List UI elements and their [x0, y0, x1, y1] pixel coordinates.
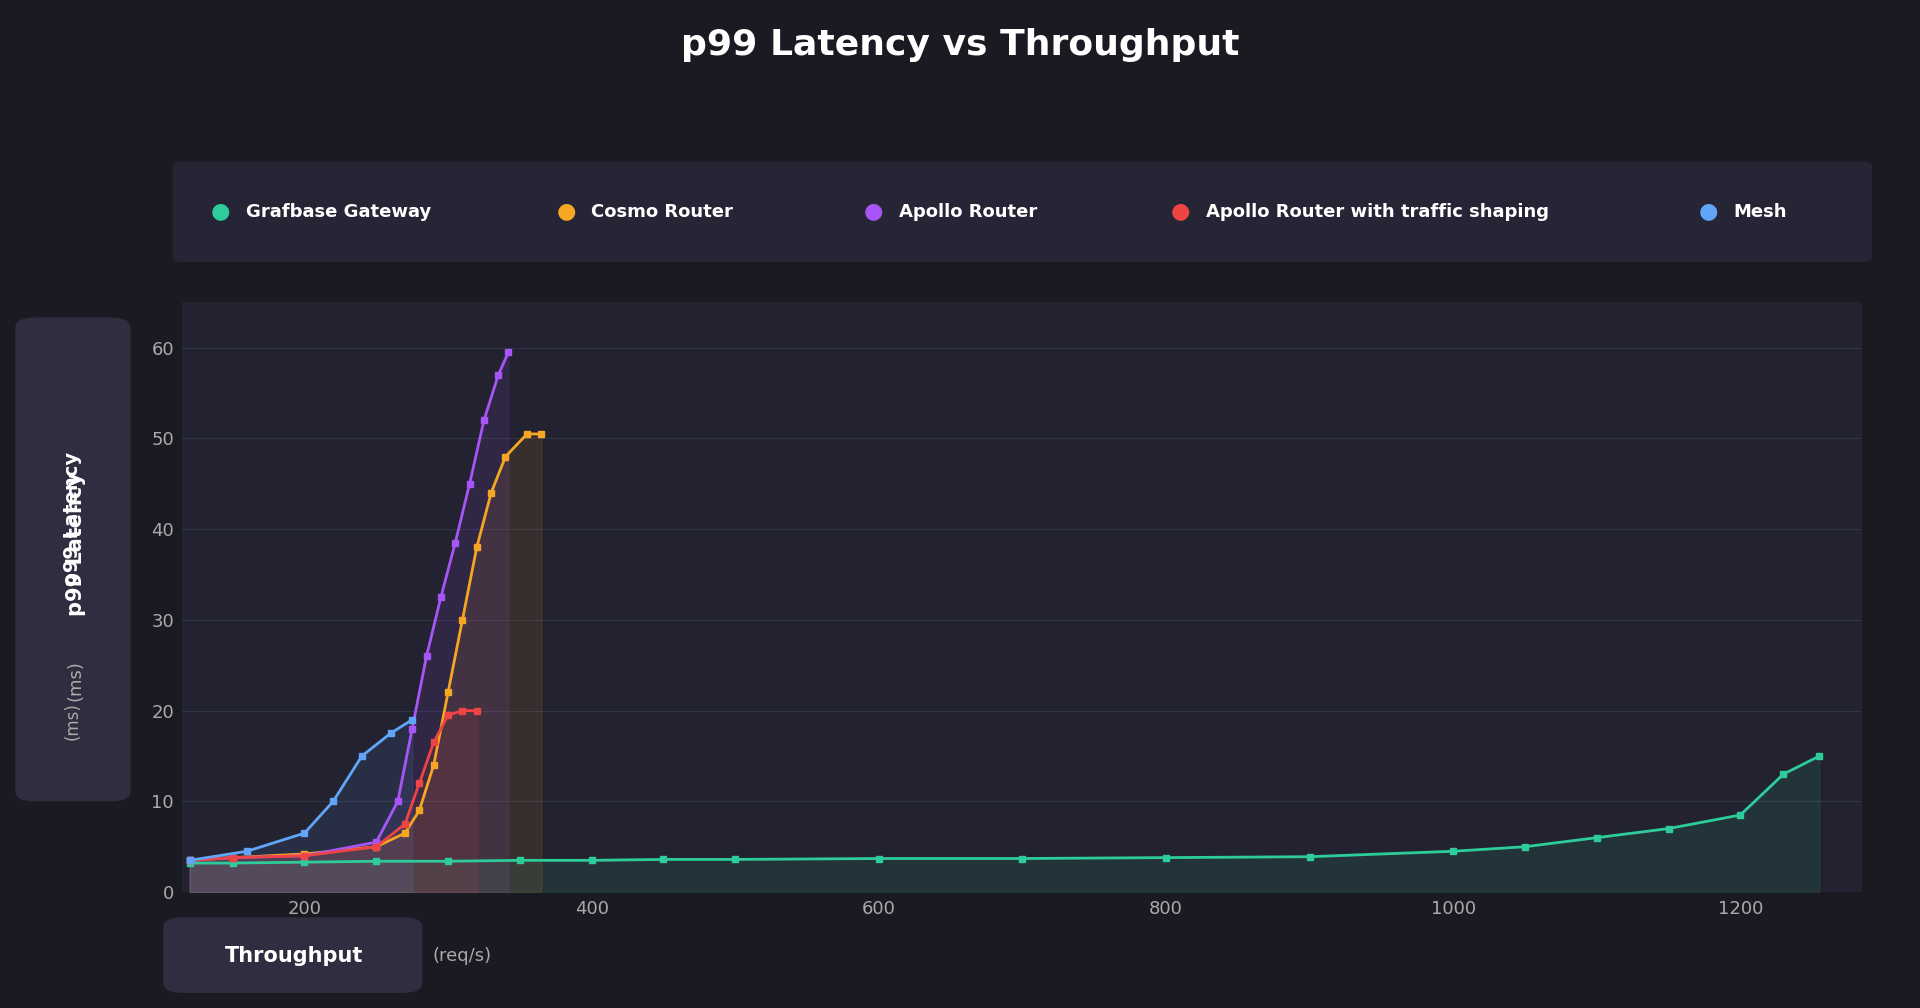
Text: p99 Latency: p99 Latency	[65, 473, 86, 616]
Text: (ms): (ms)	[63, 702, 83, 740]
Text: Apollo Router: Apollo Router	[899, 203, 1037, 221]
Text: p99 Latency: p99 Latency	[63, 452, 83, 587]
Text: ●: ●	[211, 202, 230, 222]
Text: ●: ●	[1171, 202, 1190, 222]
Text: Throughput: Throughput	[225, 946, 363, 966]
Text: ●: ●	[557, 202, 576, 222]
Text: ●: ●	[1699, 202, 1718, 222]
Text: p99 Latency vs Throughput: p99 Latency vs Throughput	[682, 28, 1238, 62]
Text: Apollo Router with traffic shaping: Apollo Router with traffic shaping	[1206, 203, 1549, 221]
Text: (req/s): (req/s)	[432, 947, 492, 965]
Text: Cosmo Router: Cosmo Router	[591, 203, 733, 221]
Text: ●: ●	[864, 202, 883, 222]
Text: Mesh: Mesh	[1734, 203, 1788, 221]
Text: Grafbase Gateway: Grafbase Gateway	[246, 203, 430, 221]
Text: (ms): (ms)	[67, 660, 84, 701]
